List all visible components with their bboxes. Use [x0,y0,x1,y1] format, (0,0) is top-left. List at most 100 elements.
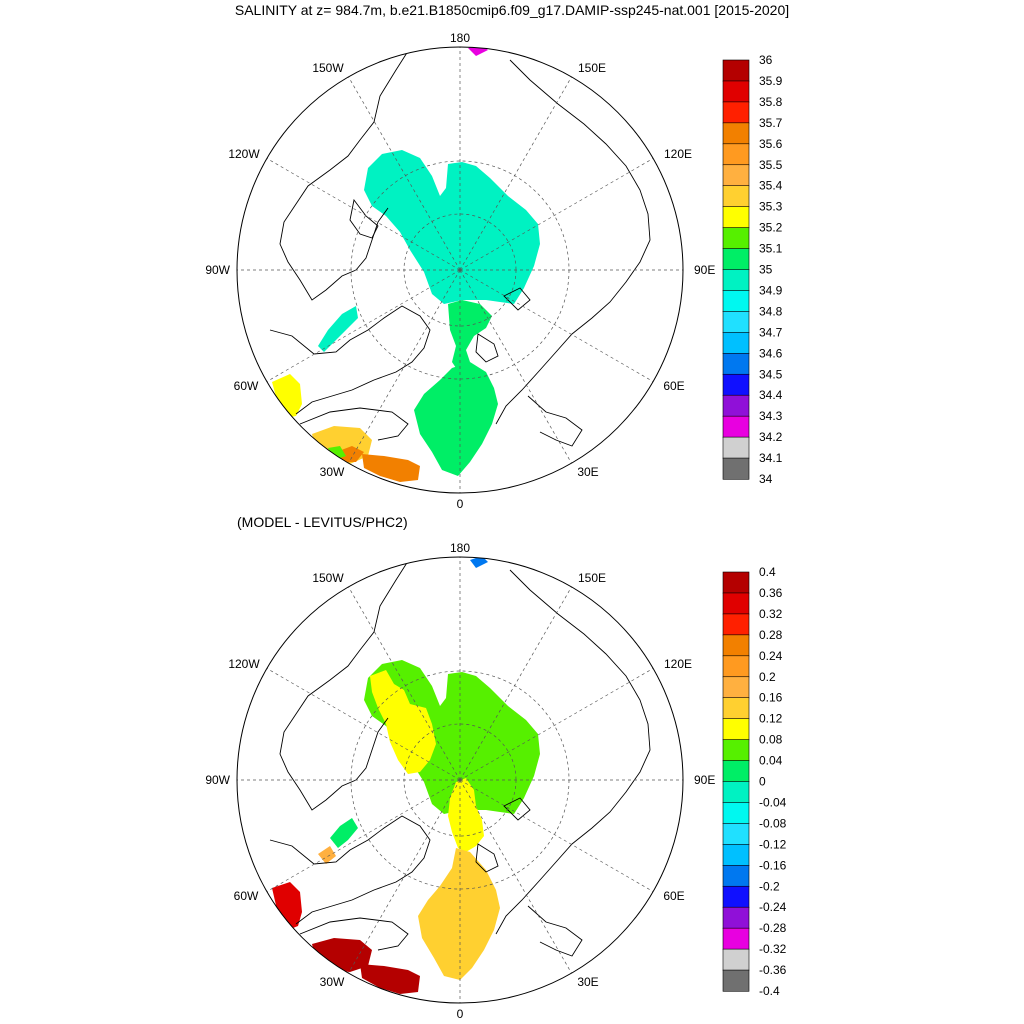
colorbar-swatch [722,634,750,657]
meridian-line [348,269,461,464]
colorbar-label: 34.9 [759,283,783,297]
iceland-basin-fill [362,454,420,482]
colorbar-label: 34.2 [759,430,783,444]
lon-label-150e: 150E [578,61,606,75]
meridian-line [459,779,654,892]
colorbar-label: -0.12 [759,837,787,851]
colorbar-label: -0.24 [759,900,787,914]
lon-label-0: 0 [457,497,464,511]
canada-basin-anomaly-fill [370,670,436,774]
colorbar-swatch [722,906,750,929]
lon-label-90e: 90E [694,263,715,277]
colorbar-label: 35.2 [759,221,783,235]
colorbar-swatch [722,948,750,971]
lon-label-120e: 120E [664,657,692,671]
colorbar-label: 35.8 [759,95,783,109]
colorbar-swatch [722,185,750,208]
colorbar-label: 34.7 [759,325,783,339]
colorbar-swatch [722,332,750,354]
colorbar-swatch [722,885,750,908]
lon-label-60e: 60E [663,379,684,393]
meridian-line [266,779,461,892]
meridian-line [266,668,461,781]
iceland-basin-fill [360,964,420,994]
lon-label-150e: 150E [578,571,606,585]
colorbar-swatch [722,844,750,866]
siberian-basin-fill [364,150,540,304]
colorbar-label: 34.1 [759,451,783,465]
colorbar-label: -0.16 [759,858,787,872]
colorbar-label: 0.24 [759,649,783,663]
colorbar-label: -0.28 [759,921,787,935]
lon-label-120w: 120W [228,147,260,161]
colorbar-swatch [722,927,750,950]
baffin-bay-fill [318,306,358,352]
fram-strait-fill [448,778,484,852]
labrador-sea-fill [272,882,302,930]
colorbar-swatch [722,592,750,615]
coastlines [269,47,651,447]
irminger-core-fill [336,446,364,462]
lon-label-180: 180 [450,541,470,555]
colorbar-label: 35.6 [759,137,783,151]
colorbar-swatch [722,697,750,720]
meridian-line [459,269,572,464]
colorbar-label: -0.08 [759,816,787,830]
meridian-line [459,779,572,974]
colorbar-label: 35.5 [759,158,783,172]
coastlines [269,557,651,957]
colorbar-label: -0.32 [759,942,787,956]
norwegian-sea-fill [414,362,498,476]
colorbar-label: 34.6 [759,346,783,360]
siberian-basin-fill [364,660,540,814]
colorbar-swatch [722,969,750,992]
map-boundary [236,46,684,494]
colorbar-label: 35.3 [759,200,783,214]
labrador-sea-fill [272,374,302,418]
lon-label-180: 180 [450,31,470,45]
colorbar-label: 34.4 [759,388,783,402]
longitude-labels: 180 150E 120E 90E 60E 30E 0 30W 60W 90W … [205,541,715,1021]
colorbar-swatch [722,781,750,804]
colorbar-swatch [722,655,750,678]
colorbar-label: 0.08 [759,733,783,747]
colorbar-swatch [722,739,750,762]
colorbar-swatch [722,311,750,333]
lon-label-60w: 60W [234,379,259,393]
lon-label-90e: 90E [694,773,715,787]
bottom-colorbar: 0.4 0.36 0.32 0.28 0.24 0.2 0.16 0.12 0.08 0.04 0 -… [722,565,787,998]
meridian-line [459,668,654,781]
colorbar-swatch [722,80,750,103]
colorbar-swatch [722,59,750,82]
colorbar-swatch [722,101,750,124]
colorbar-swatch [722,248,750,271]
colorbar-label: 0.12 [759,712,783,726]
colorbar-swatch [722,718,750,741]
baffin-bay-fill [330,818,358,848]
bottom-map-fills [269,557,651,994]
colorbar-swatch [722,122,750,145]
colorbar-swatch [722,290,750,313]
colorbar-label: 0 [759,775,766,789]
colorbar-label: 35.7 [759,116,783,130]
colorbar-swatch [722,352,750,375]
bering-spot-fill [468,47,488,56]
colorbar-label: 34.3 [759,409,783,423]
colorbar-label: 35 [759,263,773,277]
lon-label-30w: 30W [320,975,345,989]
colorbar-label: 34.5 [759,367,783,381]
colorbar-swatch [722,571,750,594]
colorbar-label: 0.4 [759,565,776,579]
lon-label-60w: 60W [234,889,259,903]
colorbar-label: 0.16 [759,691,783,705]
colorbar-swatch [722,269,750,292]
lon-label-120w: 120W [228,657,260,671]
top-colorbar: 36 35.9 35.8 35.7 35.6 35.5 35.4 35.3 35.2 35.1 35… [722,53,783,486]
lon-label-60e: 60E [663,889,684,903]
colorbar-label: -0.04 [759,795,787,809]
colorbar-label: 34 [759,472,773,486]
map-boundary [236,556,684,1004]
colorbar-label: 36 [759,53,773,67]
colorbar-label: 0.36 [759,586,783,600]
